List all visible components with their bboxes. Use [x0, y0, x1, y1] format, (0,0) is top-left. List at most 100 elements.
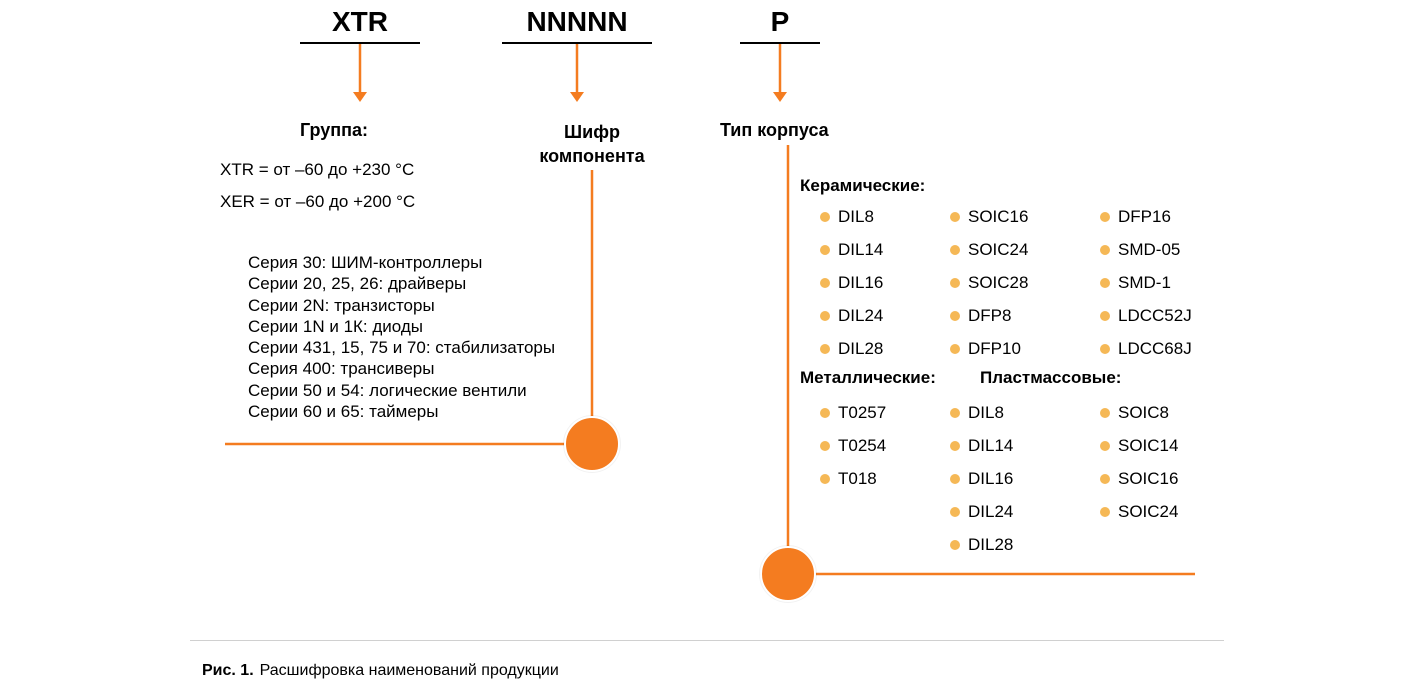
component-title: Шифр компонента: [532, 120, 652, 169]
package-item: DIL14: [950, 429, 1013, 462]
series-line: Серии 1N и 1К: диоды: [248, 316, 555, 337]
component-title-line2: компонента: [539, 146, 644, 166]
package-item: SOIC24: [950, 233, 1028, 266]
bullet-icon: [950, 245, 960, 255]
package-item-label: SOIC16: [968, 207, 1028, 227]
package-item: DFP8: [950, 299, 1028, 332]
group-line: XTR = от –60 до +230 °C: [220, 154, 415, 186]
ceramic-col2: SOIC16 SOIC24 SOIC28 DFP8 DFP10: [950, 200, 1028, 365]
series-line: Серии 2N: транзисторы: [248, 295, 555, 316]
bullet-icon: [950, 311, 960, 321]
package-item: SOIC8: [1100, 396, 1178, 429]
package-item: DFP10: [950, 332, 1028, 365]
package-item: LDCC52J: [1100, 299, 1192, 332]
metal-title: Металлические:: [800, 368, 936, 388]
package-item-label: DIL8: [968, 403, 1004, 423]
package-item-label: SOIC16: [1118, 469, 1178, 489]
bullet-icon: [950, 474, 960, 484]
bullet-icon: [820, 311, 830, 321]
bullet-icon: [820, 474, 830, 484]
bullet-icon: [1100, 441, 1110, 451]
package-item-label: T0257: [838, 403, 886, 423]
group-text: XTR = от –60 до +230 °CXER = от –60 до +…: [220, 154, 415, 219]
series-list: Серия 30: ШИМ-контроллерыСерии 20, 25, 2…: [248, 252, 555, 422]
bullet-icon: [950, 278, 960, 288]
bullet-icon: [820, 344, 830, 354]
header-xtr: XTR: [300, 6, 420, 44]
package-item: DIL16: [950, 462, 1013, 495]
package-item: LDCC68J: [1100, 332, 1192, 365]
plastic-col1: DIL8 DIL14 DIL16 DIL24 DIL28: [950, 396, 1013, 561]
bullet-icon: [820, 408, 830, 418]
bullet-icon: [1100, 212, 1110, 222]
package-item: T0254: [820, 429, 886, 462]
header-nnnnn: NNNNN: [502, 6, 652, 44]
bullet-icon: [1100, 474, 1110, 484]
bullet-icon: [1100, 245, 1110, 255]
package-item-label: SMD-1: [1118, 273, 1171, 293]
package-item: DFP16: [1100, 200, 1192, 233]
package-item: DIL28: [820, 332, 883, 365]
bullet-icon: [950, 507, 960, 517]
bullet-icon: [1100, 344, 1110, 354]
bullet-icon: [950, 441, 960, 451]
plastic-col2: SOIC8 SOIC14 SOIC16 SOIC24: [1100, 396, 1178, 528]
group-title: Группа:: [300, 120, 368, 141]
group-line: XER = от –60 до +200 °C: [220, 186, 415, 218]
package-item: SOIC24: [1100, 495, 1178, 528]
bullet-icon: [820, 278, 830, 288]
ceramic-title: Керамические:: [800, 176, 925, 196]
package-item: SOIC28: [950, 266, 1028, 299]
package-item-label: LDCC68J: [1118, 339, 1192, 359]
package-item-label: DIL28: [838, 339, 883, 359]
connector-circle-nnnnn: [564, 416, 620, 472]
package-item-label: SOIC24: [1118, 502, 1178, 522]
package-item-label: DIL16: [838, 273, 883, 293]
package-item-label: DFP10: [968, 339, 1021, 359]
package-item: T018: [820, 462, 886, 495]
bullet-icon: [950, 212, 960, 222]
package-item: DIL14: [820, 233, 883, 266]
package-item-label: DIL24: [838, 306, 883, 326]
package-item: DIL16: [820, 266, 883, 299]
package-item-label: DIL8: [838, 207, 874, 227]
ceramic-col1: DIL8 DIL14 DIL16 DIL24 DIL28: [820, 200, 883, 365]
caption-label: Рис. 1.: [202, 662, 254, 680]
package-item-label: T0254: [838, 436, 886, 456]
package-item: DIL24: [820, 299, 883, 332]
package-item: SOIC14: [1100, 429, 1178, 462]
package-title: Тип корпуса: [720, 120, 829, 141]
bullet-icon: [1100, 311, 1110, 321]
package-item-label: DIL16: [968, 469, 1013, 489]
caption-text: Расшифровка наименований продукции: [260, 662, 559, 680]
package-item: DIL24: [950, 495, 1013, 528]
package-item: SOIC16: [950, 200, 1028, 233]
metal-col: T0257 T0254 T018: [820, 396, 886, 495]
package-item: SOIC16: [1100, 462, 1178, 495]
header-p: P: [740, 6, 820, 44]
package-item-label: SOIC8: [1118, 403, 1169, 423]
series-line: Серии 60 и 65: таймеры: [248, 401, 555, 422]
bullet-icon: [1100, 278, 1110, 288]
package-item: SMD-05: [1100, 233, 1192, 266]
bullet-icon: [950, 540, 960, 550]
bullet-icon: [1100, 408, 1110, 418]
series-line: Серии 50 и 54: логические вентили: [248, 380, 555, 401]
figure-caption: Рис. 1. Расшифровка наименований продукц…: [190, 640, 1224, 700]
series-line: Серии 431, 15, 75 и 70: стабилизаторы: [248, 337, 555, 358]
package-item-label: SOIC14: [1118, 436, 1178, 456]
package-item: SMD-1: [1100, 266, 1192, 299]
bullet-icon: [820, 212, 830, 222]
bullet-icon: [950, 408, 960, 418]
component-title-line1: Шифр: [564, 122, 620, 142]
bullet-icon: [820, 441, 830, 451]
bullet-icon: [820, 245, 830, 255]
package-item: T0257: [820, 396, 886, 429]
bullet-icon: [1100, 507, 1110, 517]
series-line: Серия 400: трансиверы: [248, 358, 555, 379]
package-item: DIL8: [950, 396, 1013, 429]
package-item-label: T018: [838, 469, 877, 489]
package-item-label: SMD-05: [1118, 240, 1180, 260]
package-item-label: SOIC28: [968, 273, 1028, 293]
series-line: Серия 30: ШИМ-контроллеры: [248, 252, 555, 273]
